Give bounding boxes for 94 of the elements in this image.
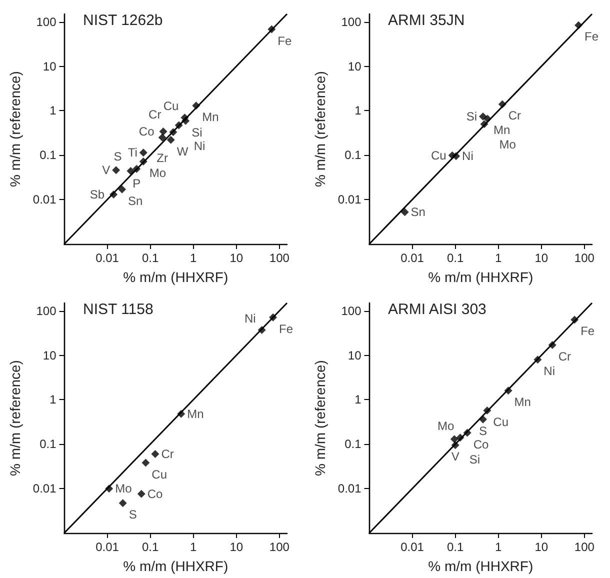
x-tick-label: 100 (269, 540, 290, 554)
y-tick-label: 0.01 (32, 482, 57, 496)
y-tick-label: 0.1 (40, 148, 57, 162)
annotation: Cr (161, 446, 174, 461)
annotation: V (451, 450, 460, 464)
x-tick-label: 1 (190, 540, 198, 554)
x-tick-label: 0.01 (96, 540, 120, 554)
x-tick-label: 10 (534, 540, 548, 554)
y-tick-label: 0.01 (338, 192, 362, 207)
chart-title: NIST 1158 (83, 301, 154, 318)
y-tick-label: 1 (354, 104, 362, 118)
x-tick-label: 100 (574, 251, 595, 265)
annotation: Co (138, 124, 155, 139)
annotation: Mn (202, 110, 219, 124)
y-axis-title: % m/m (reference) (7, 71, 23, 187)
x-tick-label: 100 (574, 540, 595, 554)
y-tick-label: 0.1 (344, 437, 362, 452)
y-axis-title: % m/m (reference) (312, 71, 328, 187)
y-tick-label: 100 (341, 304, 362, 318)
y-tick-label: 10 (42, 59, 57, 74)
annotation: V (102, 163, 110, 178)
annotation: Mo (499, 138, 516, 152)
annotation: Fe (279, 322, 294, 336)
y-tick-label: 0.01 (338, 482, 362, 496)
x-tick-label: 1 (190, 251, 198, 265)
y-tick-label: 1 (354, 392, 362, 407)
x-axis-title: % m/m (HHXRF) (428, 269, 534, 285)
y-tick-label: 0.01 (32, 192, 57, 207)
annotation: Cr (558, 350, 572, 364)
x-tick-label: 0.01 (400, 251, 424, 265)
y-tick-label: 10 (42, 348, 57, 362)
annotation: Si (469, 452, 480, 467)
x-tick-label: 1 (495, 540, 502, 554)
y-tick-label: 10 (348, 348, 362, 362)
x-axis-title: % m/m (HHXRF) (428, 558, 534, 574)
y-tick-label: 100 (36, 14, 57, 29)
annotation: Ni (244, 312, 256, 326)
annotation: Cu (163, 99, 179, 114)
y-tick-label: 0.1 (344, 148, 362, 162)
x-tick-label: 0.01 (96, 251, 120, 265)
x-tick-label: 100 (269, 251, 290, 265)
annotation: Mn (494, 123, 510, 138)
x-tick-label: 0.1 (142, 251, 159, 265)
x-tick-label: 0.1 (446, 540, 464, 554)
y-axis-title: % m/m (reference) (7, 360, 23, 476)
annotation: Ni (462, 149, 474, 164)
y-tick-label: 1 (50, 104, 57, 118)
annotation: Ni (194, 138, 206, 153)
annotation: Co (147, 486, 164, 501)
annotation: Mo (149, 166, 166, 180)
annotation: Fe (580, 324, 595, 338)
annotation: Mn (514, 395, 531, 410)
annotation: S (128, 508, 137, 522)
y-tick-label: 1 (50, 392, 57, 407)
chart-title: NIST 1262b (83, 12, 163, 29)
y-tick-label: 10 (348, 59, 362, 74)
annotation: Cr (148, 108, 162, 122)
annotation: S (479, 424, 488, 438)
annotation: Ti (128, 146, 138, 160)
annotation: Cu (430, 148, 446, 162)
annotation: S (114, 149, 122, 164)
annotation: Sb (90, 188, 105, 202)
x-axis-title: % m/m (HHXRF) (123, 558, 228, 574)
chart-title: ARMI 35JN (388, 12, 465, 29)
x-tick-label: 1 (495, 251, 502, 265)
annotation: Sn (128, 194, 143, 208)
annotation: Mo (115, 482, 132, 496)
annotation: Mn (187, 406, 204, 421)
x-axis-title: % m/m (HHXRF) (123, 269, 228, 285)
x-tick-label: 0.1 (142, 540, 159, 554)
annotation: W (176, 144, 189, 158)
x-tick-label: 0.1 (446, 251, 464, 265)
annotation: Zr (156, 150, 168, 165)
annotation: Fe (584, 30, 599, 44)
y-tick-label: 100 (341, 14, 362, 29)
annotation: Fe (278, 34, 292, 48)
y-axis-title: % m/m (reference) (312, 360, 328, 476)
x-tick-label: 0.01 (400, 540, 424, 554)
annotation: P (132, 176, 141, 190)
x-tick-label: 10 (534, 251, 548, 265)
annotation: Cu (152, 467, 168, 482)
annotation: Ni (544, 364, 556, 378)
x-tick-label: 10 (230, 540, 244, 554)
annotation: Co (473, 437, 489, 452)
annotation: Sn (410, 205, 426, 220)
annotation: Si (466, 110, 478, 124)
y-tick-label: 100 (36, 304, 57, 318)
annotation: Cr (508, 108, 522, 123)
annotation: Cu (493, 415, 509, 430)
chart-title: ARMI AISI 303 (388, 301, 486, 318)
annotation: Si (192, 125, 202, 140)
x-tick-label: 10 (230, 251, 244, 265)
y-tick-label: 0.1 (40, 437, 57, 452)
annotation: Mo (438, 419, 455, 434)
